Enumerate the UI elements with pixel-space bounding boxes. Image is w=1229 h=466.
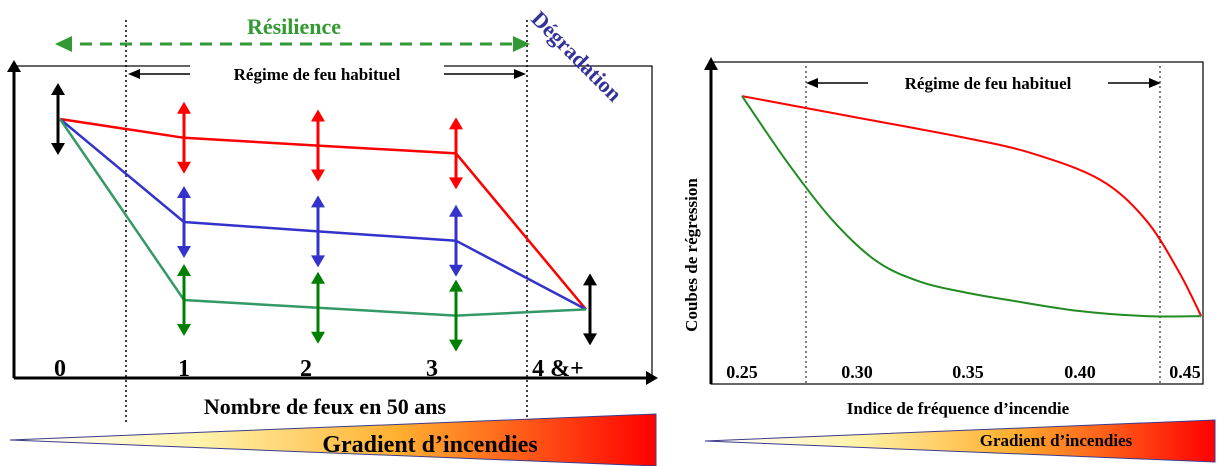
left-regime-label: Régime de feu habituel: [234, 65, 401, 84]
right-tick-label: 0.25: [726, 362, 758, 382]
right-regime-arrowhead-right: [1149, 78, 1161, 88]
left-variability-arrow: [449, 204, 463, 277]
right-series-curve: [741, 95, 1203, 317]
right-y-axis-arrowhead: [704, 57, 718, 70]
resilience-label: Résilience: [247, 14, 341, 39]
right-tick-label: 0.45: [1169, 362, 1201, 382]
left-variability-arrow: [311, 109, 325, 182]
left-x-axis-arrowhead: [646, 371, 658, 385]
left-regime-arrowhead-left: [128, 69, 140, 79]
right-regime-arrowhead-left: [806, 78, 818, 88]
left-x-label: Nombre de feux en 50 ans: [204, 394, 447, 419]
left-tick-label: 0: [54, 356, 66, 382]
left-arrows-group: [51, 83, 597, 352]
left-series-line: [58, 118, 587, 317]
left-series-group: [58, 117, 587, 317]
left-variability-arrow: [177, 101, 191, 174]
left-chart: Résilience Dégradation Régime de feu hab…: [7, 6, 658, 466]
resilience-arrowhead-right: [513, 36, 530, 52]
right-tick-label: 0.35: [952, 362, 984, 382]
left-gradient-label: Gradient d’incendies: [322, 432, 537, 458]
left-tick-label: 3: [426, 356, 438, 382]
degradation-label: Dégradation: [526, 6, 627, 107]
right-series-curve: [741, 95, 1202, 318]
right-plot-frame: [710, 61, 1204, 385]
right-regime-label-bg: [868, 71, 1108, 95]
right-fire-gradient-wedge: [704, 419, 1216, 463]
left-tick-label: 2: [300, 356, 312, 382]
left-y-axis-arrowhead: [7, 60, 21, 72]
resilience-arrowhead-left: [55, 36, 72, 52]
left-tick-label: 4 &+: [532, 356, 584, 382]
right-series-group: [741, 95, 1203, 318]
left-variability-arrow: [449, 279, 463, 352]
left-variability-arrow: [177, 186, 191, 258]
left-tick-label: 1: [178, 356, 190, 382]
right-tick-label: 0.40: [1064, 362, 1096, 382]
right-x-label: Indice de fréquence d’incendie: [847, 399, 1070, 418]
right-gradient-label: Gradient d’incendies: [980, 431, 1133, 450]
right-regime-label: Régime de feu habituel: [905, 74, 1072, 93]
left-variability-arrow: [311, 271, 325, 344]
left-variability-arrow: [449, 117, 463, 190]
left-regime-arrowhead-right: [514, 69, 526, 79]
left-plot-frame: [13, 65, 653, 379]
left-fire-gradient-wedge: [9, 413, 657, 466]
left-endpoint-arrow: [583, 273, 597, 346]
right-chart: Régime de feu habituel 0.25 0.30 0.35 0.…: [682, 57, 1216, 463]
left-variability-arrow: [311, 195, 325, 268]
right-y-label: Coubes de régression: [682, 178, 701, 332]
left-variability-arrow: [177, 264, 191, 336]
right-tick-label: 0.30: [841, 362, 873, 382]
left-regime-label-bg: [190, 62, 444, 86]
left-endpoint-arrow: [51, 83, 65, 156]
